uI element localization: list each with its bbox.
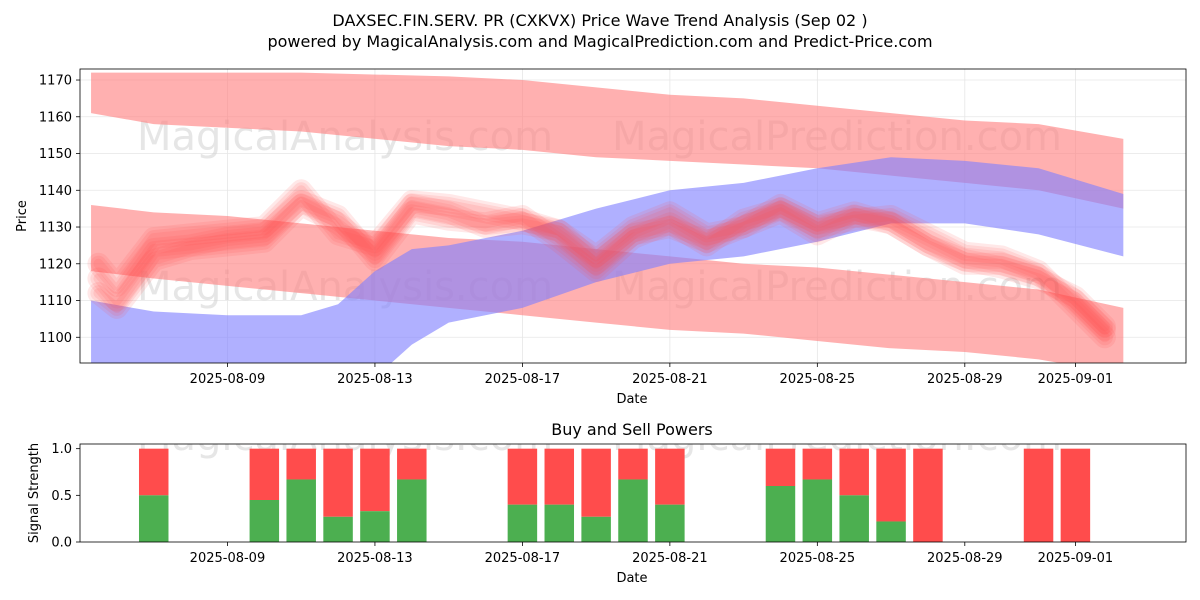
buy-sell-plot-frame [79,443,1187,543]
sell-power-bar [544,448,575,505]
price-y-tick-label: 1100 [39,331,72,346]
buy-sell-y-tick-label: 0.5 [51,489,72,504]
price-y-tick-label: 1150 [39,147,72,162]
buy-power-bar [839,495,869,542]
red-wave-line [90,182,1113,335]
sell-power-bar [876,448,906,522]
buy-power-bar [618,479,648,542]
buy-power-bar [765,486,796,542]
buy-sell-x-tick-label: 2025-08-25 [780,551,856,566]
red-wave-line [93,185,1110,332]
price-y-tick-label: 1140 [39,184,72,199]
buy-power-bar [507,504,538,542]
blue-wave-band [91,157,1124,363]
buy-power-bar [249,500,280,542]
red-wave-line [90,193,1113,346]
buy-power-bar [286,479,316,542]
sell-power-bar [323,448,353,517]
sell-power-bar [507,448,538,505]
price-panel: MagicalAnalysis.comMagicalPrediction.com… [39,69,1186,387]
price-y-tick-label: 1160 [39,110,72,125]
sell-power-bar [1023,448,1054,542]
price-x-tick-label: 2025-09-01 [1038,372,1114,387]
red-wave-line [93,196,1110,343]
price-y-tick-label: 1120 [39,257,72,272]
buy-power-bar [360,511,390,542]
price-x-tick-label: 2025-08-13 [337,372,413,387]
buy-power-bar [397,479,427,542]
red-wave-line [87,190,1116,349]
buy-sell-plot-area: MagicalAnalysis.com MagicalPrediction.com [137,414,1091,542]
buy-power-bar [323,516,353,542]
buy-power-bar [581,516,611,542]
buy-sell-panel: MagicalAnalysis.com MagicalPrediction.com… [51,414,1114,566]
buy-power-bar [876,521,906,542]
price-x-tick-label: 2025-08-29 [927,372,1003,387]
buy-power-bar [802,479,833,542]
sell-power-bar [138,448,169,496]
price-x-tick-label: 2025-08-17 [485,372,561,387]
sell-power-bar [360,448,390,512]
price-x-tick-label: 2025-08-09 [190,372,266,387]
chart-subtitle: powered by MagicalAnalysis.com and Magic… [267,32,932,51]
buy-sell-x-tick-label: 2025-09-01 [1038,551,1114,566]
price-y-tick-label: 1130 [39,221,72,236]
price-plot-area: MagicalAnalysis.comMagicalPrediction.com… [80,69,1186,363]
buy-sell-y-tick-label: 0.0 [51,536,72,551]
lower-channel-band [91,204,1124,363]
buy-sell-y-tick-label: 1.0 [51,442,72,457]
price-y-tick-label: 1170 [39,74,72,89]
price-x-tick-label: 2025-08-21 [632,372,708,387]
price-y-tick-label: 1110 [39,294,72,309]
chart-title: DAXSEC.FIN.SERV. PR (CXKVX) Price Wave T… [332,11,867,30]
red-wave-line [87,193,1116,341]
buy-sell-x-axis-label: Date [616,571,647,586]
price-x-axis-label: Date [616,392,647,407]
sell-power-bar [839,448,869,496]
buy-sell-x-tick-label: 2025-08-17 [485,551,561,566]
sell-power-bar [581,448,611,517]
red-wave-line [87,179,1116,338]
upper-channel-band [91,72,1124,209]
price-plot-frame [79,68,1187,364]
watermark-text: MagicalPrediction.com [612,414,1062,460]
red-wave-line [93,199,1110,335]
buy-sell-x-tick-label: 2025-08-29 [927,551,1003,566]
price-x-tick-label: 2025-08-25 [780,372,856,387]
sell-power-bar [655,448,685,505]
sell-power-bar [397,448,427,480]
sell-power-bar [618,448,648,480]
buy-sell-title: Buy and Sell Powers [551,420,713,439]
sell-power-bar [249,448,280,500]
sell-power-bar [1060,448,1091,542]
buy-sell-x-tick-label: 2025-08-21 [632,551,708,566]
buy-sell-x-tick-label: 2025-08-09 [190,551,266,566]
sell-power-bar [765,448,796,486]
buy-power-bar [544,504,575,542]
sell-power-bar [802,448,833,480]
buy-power-bar [138,495,169,542]
buy-sell-x-tick-label: 2025-08-13 [337,551,413,566]
sell-power-bar [913,448,943,542]
buy-power-bar [655,504,685,542]
red-wave-line [90,196,1113,338]
price-y-axis-label: Price [15,200,30,232]
sell-power-bar [286,448,316,480]
buy-sell-y-axis-label: Signal Strength [27,443,42,543]
